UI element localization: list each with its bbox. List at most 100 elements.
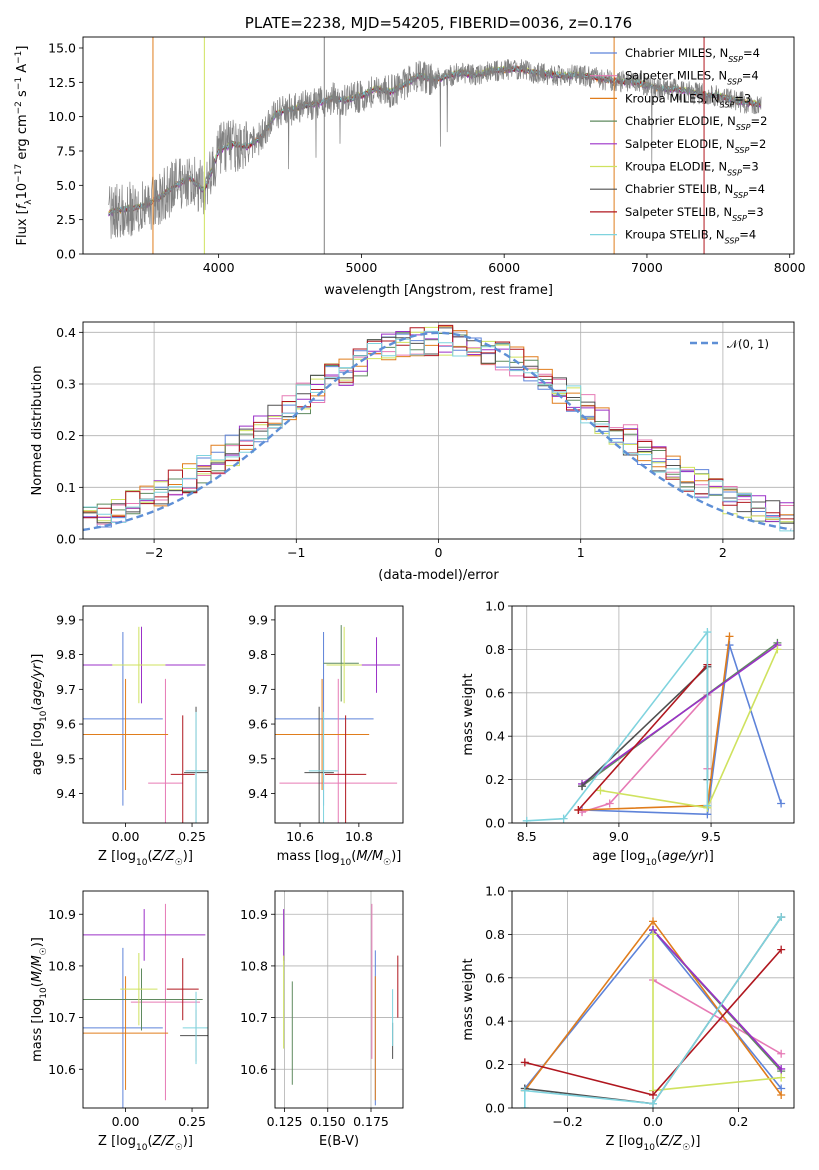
series-line-0 xyxy=(581,644,782,816)
x-tick-label: 6000 xyxy=(488,260,520,275)
series-marker xyxy=(725,632,734,641)
x-axis-label: (data-model)/error xyxy=(378,568,499,583)
error-bar-point xyxy=(83,678,169,791)
x-tick-label: 0.0 xyxy=(643,1114,663,1129)
series-marker xyxy=(777,913,786,922)
y-tick-label: 9.5 xyxy=(248,751,268,766)
y-tick-label: 0.2 xyxy=(485,1057,505,1072)
y-tick-label: 0.1 xyxy=(56,480,76,495)
series-line-1 xyxy=(652,979,782,1055)
chart-panel-age-vs-Z: 0.00 0.25 9.4 9.5 9.6 9.7 9.8 9.9 Z [log10(Z/Z☉)… xyxy=(30,605,209,868)
series-line-4 xyxy=(581,644,778,785)
series-marker xyxy=(649,1090,657,1099)
x-tick-label: 0.125 xyxy=(267,1114,303,1129)
y-tick-label: 9.5 xyxy=(56,751,76,766)
y-tick-label: 15.0 xyxy=(48,40,76,55)
y-tick-label: 0.8 xyxy=(485,927,505,942)
y-tick-label: 9.6 xyxy=(56,717,76,732)
x-tick-label: 4000 xyxy=(203,260,235,275)
y-tick-label: 10.9 xyxy=(48,907,76,922)
gaussian-curve xyxy=(83,331,792,532)
y-tick-label: 0.8 xyxy=(485,642,505,657)
plot-area xyxy=(522,628,786,823)
y-tick-label: 2.5 xyxy=(56,212,76,227)
axes-frame xyxy=(274,890,404,1109)
y-tick-label: 9.4 xyxy=(56,786,76,801)
y-axis-label: Flux [fλ10−17 erg cm−2 s−1 A−1] xyxy=(14,46,34,246)
plot-area xyxy=(520,913,786,1108)
y-tick-label: 9.6 xyxy=(248,717,268,732)
y-tick-label: 10.6 xyxy=(240,1062,268,1077)
y-tick-label: 10.8 xyxy=(48,958,76,973)
axes-frame xyxy=(511,890,795,1109)
y-tick-label: 1.0 xyxy=(485,599,505,614)
series-marker xyxy=(559,814,568,823)
chart-panel-weight-vs-Z: −0.2 0.0 0.2 0.0 0.2 0.4 0.6 0.8 1.0 Z [log10(Z/Z… xyxy=(461,884,795,1153)
y-tick-label: 9.4 xyxy=(248,786,268,801)
x-axis-label: E(B-V) xyxy=(319,1134,359,1149)
x-tick-label: 0.2 xyxy=(729,1114,749,1129)
x-axis-label: wavelength [Angstrom, rest frame] xyxy=(324,283,553,298)
y-tick-label: 9.9 xyxy=(248,612,268,627)
x-tick-label: 7000 xyxy=(631,260,663,275)
legend-entry: Kroupa STELIB, NSSP=4 xyxy=(625,228,756,246)
series-marker xyxy=(777,1064,786,1073)
error-bar-point xyxy=(308,711,339,823)
axes-frame xyxy=(82,36,795,255)
y-tick-label: 0.2 xyxy=(485,772,505,787)
error-bar-point xyxy=(130,903,201,1101)
y-tick-label: 10.9 xyxy=(240,907,268,922)
chart-panel-weight-vs-age: 8.5 9.0 9.5 0.0 0.2 0.4 0.6 0.8 1.0 age [log10(ag… xyxy=(461,599,795,868)
x-tick-label: 9.5 xyxy=(701,829,721,844)
y-tick-label: 1.0 xyxy=(485,884,505,899)
plot-area xyxy=(83,626,208,823)
x-tick-label: 10.6 xyxy=(286,829,314,844)
chart-panel-residuals: −2 −1 0 1 2 0.0 0.1 0.2 0.3 0.4 (data-model)/error… xyxy=(30,321,795,583)
x-axis-label: mass [log10(M/M☉)] xyxy=(277,849,402,868)
y-tick-label: 10.0 xyxy=(48,109,76,124)
x-tick-label: 0.150 xyxy=(310,1114,346,1129)
y-tick-label: 0.6 xyxy=(485,970,505,985)
legend: 𝒩(0, 1) xyxy=(690,337,769,351)
series-marker xyxy=(649,930,657,939)
plot-area xyxy=(108,37,762,254)
series-marker xyxy=(773,645,782,654)
x-tick-label: 2 xyxy=(719,545,727,560)
x-tick-label: 1 xyxy=(577,545,585,560)
series-marker xyxy=(777,1049,786,1058)
y-tick-label: 0.0 xyxy=(56,532,76,547)
legend: Chabrier MILES, NSSP=4 Salpeter MILES, NS… xyxy=(590,46,767,245)
axes-frame xyxy=(274,605,404,824)
axes-frame xyxy=(511,605,795,824)
y-tick-label: 5.0 xyxy=(56,178,76,193)
series-line-4 xyxy=(652,929,782,1070)
y-axis-label: mass weight xyxy=(461,673,476,755)
x-tick-label: 8.5 xyxy=(517,829,537,844)
legend-entry: Salpeter ELODIE, NSSP=2 xyxy=(625,137,766,155)
x-tick-label: 10.8 xyxy=(345,829,373,844)
error-bar-point xyxy=(83,632,163,806)
chart-title: PLATE=2238, MJD=54205, FIBERID=0036, z=0… xyxy=(245,14,632,32)
series-marker xyxy=(574,805,583,814)
series-marker xyxy=(522,816,531,823)
y-tick-label: 0.4 xyxy=(56,325,76,340)
series-marker xyxy=(703,801,712,810)
series-marker xyxy=(596,786,605,795)
error-bar-point xyxy=(83,947,163,1108)
y-tick-label: 10.7 xyxy=(48,1010,76,1025)
series-line-8 xyxy=(524,916,782,1108)
legend-entry: Chabrier ELODIE, NSSP=2 xyxy=(625,114,767,132)
x-tick-label: −1 xyxy=(287,545,305,560)
y-tick-label: 9.8 xyxy=(248,647,268,662)
error-bar-point xyxy=(323,625,359,702)
error-bar-point xyxy=(120,953,158,1026)
legend-entry: Chabrier STELIB, NSSP=4 xyxy=(625,182,765,200)
error-bar-point xyxy=(166,958,199,1021)
error-bar-point xyxy=(279,678,398,823)
series-marker xyxy=(520,1058,529,1067)
y-tick-label: 0.2 xyxy=(56,428,76,443)
series-marker xyxy=(777,1073,786,1082)
error-bar-point xyxy=(148,678,183,823)
y-tick-label: 0.0 xyxy=(485,816,505,831)
error-bar-point xyxy=(182,991,208,1065)
